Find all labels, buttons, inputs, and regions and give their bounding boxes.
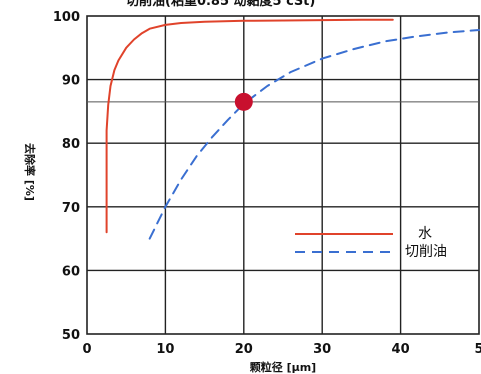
chart-title: 切削油(粘重0.85 动黏度5 cSt) [126, 0, 315, 9]
legend-label-1: 切削油 [405, 244, 447, 260]
series-line-1 [148, 29, 480, 240]
legend-label-0: 水 [418, 226, 432, 242]
y-tick-label: 90 [62, 74, 80, 89]
series-line-0 [105, 18, 394, 234]
x-tick-label: 20 [235, 342, 253, 357]
x-tick-label: 5 [474, 342, 481, 357]
x-tick-label: 10 [156, 342, 174, 357]
y-tick-labels: 50 60 70 80 90 100 [53, 10, 80, 343]
y-axis-label: 去除率 [%] [23, 143, 37, 201]
y-tick-label: 70 [62, 201, 80, 216]
y-tick-label: 60 [62, 264, 80, 279]
x-axis-label: 颗粒径 [μm] [250, 360, 316, 374]
highlight-group [234, 92, 253, 111]
x-tick-label: 0 [82, 342, 91, 357]
y-tick-label: 80 [62, 137, 80, 152]
plot-frame [86, 15, 480, 335]
x-tick-labels: 0 10 20 30 40 5 [82, 342, 481, 357]
y-tick-label: 50 [62, 328, 80, 343]
series-group [105, 18, 480, 240]
x-tick-label: 40 [392, 342, 410, 357]
highlight-point [234, 92, 253, 111]
grid [86, 15, 480, 335]
y-tick-label: 100 [53, 10, 80, 25]
x-tick-label: 30 [313, 342, 331, 357]
